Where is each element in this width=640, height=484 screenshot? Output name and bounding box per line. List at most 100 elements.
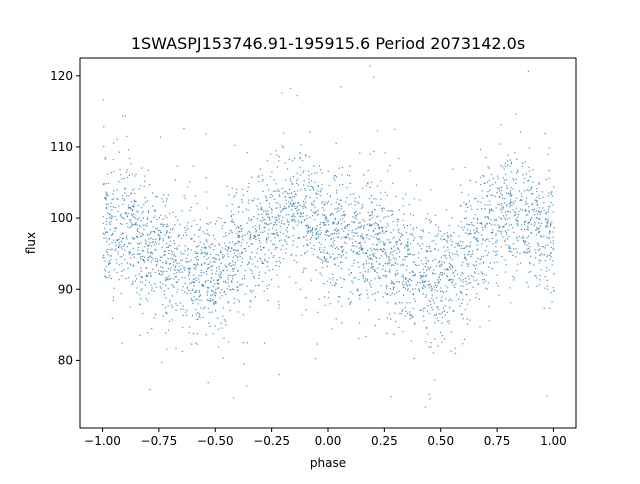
data-point: [281, 187, 283, 190]
data-point: [465, 280, 467, 283]
data-point: [390, 318, 392, 320]
data-point: [311, 228, 314, 230]
data-point: [279, 215, 281, 217]
data-point: [169, 240, 172, 242]
data-point: [102, 256, 104, 259]
data-point: [283, 223, 285, 225]
data-point: [117, 251, 119, 253]
data-point: [534, 257, 537, 259]
data-point: [451, 299, 453, 302]
data-point: [237, 256, 239, 258]
data-point: [548, 254, 551, 257]
data-point: [202, 316, 204, 319]
data-point: [485, 156, 487, 159]
data-point: [144, 196, 146, 199]
data-point: [521, 162, 524, 164]
data-point: [110, 220, 112, 223]
data-point: [253, 235, 255, 237]
data-point: [285, 252, 287, 254]
data-point: [250, 233, 252, 235]
data-point: [165, 200, 167, 202]
data-point: [133, 206, 135, 208]
data-point: [464, 256, 466, 258]
data-point: [479, 263, 481, 265]
data-point: [508, 250, 510, 252]
data-point: [281, 222, 283, 224]
data-point: [269, 219, 271, 221]
data-point: [374, 209, 376, 211]
data-point: [152, 192, 154, 194]
data-point: [236, 255, 238, 257]
data-point: [324, 217, 326, 219]
data-point: [364, 281, 366, 283]
data-point: [272, 256, 274, 258]
data-point: [264, 342, 266, 344]
data-point: [298, 221, 300, 224]
data-point: [312, 234, 314, 236]
data-point: [543, 235, 545, 237]
data-point: [487, 204, 489, 206]
data-point: [468, 278, 470, 280]
data-point: [164, 205, 167, 207]
data-point: [360, 207, 363, 209]
data-point: [387, 263, 389, 265]
data-point: [454, 246, 456, 248]
data-point: [218, 328, 220, 330]
data-point: [359, 227, 361, 229]
data-point: [215, 253, 217, 256]
data-point: [377, 233, 379, 235]
data-point: [496, 274, 498, 276]
data-point: [375, 222, 377, 224]
data-point: [420, 229, 422, 232]
data-point: [386, 293, 388, 296]
data-point: [226, 253, 229, 255]
data-point: [413, 253, 416, 256]
data-point: [503, 179, 506, 181]
data-point: [485, 280, 487, 282]
data-point: [467, 275, 469, 277]
data-point: [402, 219, 404, 221]
data-point: [465, 257, 467, 260]
data-point: [286, 243, 288, 245]
data-point: [467, 233, 469, 235]
data-point: [516, 169, 519, 171]
data-point: [146, 275, 148, 277]
data-point: [482, 197, 484, 199]
data-point: [443, 246, 445, 248]
data-point: [403, 286, 405, 289]
data-point: [128, 174, 130, 176]
data-point: [259, 258, 262, 260]
data-point: [484, 204, 486, 206]
data-point: [222, 256, 224, 258]
data-point: [548, 206, 550, 208]
data-point: [121, 115, 124, 117]
data-point: [220, 217, 222, 220]
data-point: [541, 222, 543, 224]
data-point: [225, 320, 227, 322]
data-point: [548, 147, 551, 149]
data-point: [252, 263, 254, 265]
data-point: [396, 252, 398, 254]
data-point: [147, 217, 149, 219]
data-point: [472, 264, 474, 266]
data-point: [319, 272, 321, 274]
data-point: [527, 251, 529, 253]
data-point: [293, 213, 295, 215]
data-point: [465, 204, 467, 206]
data-point: [319, 251, 322, 253]
data-point: [221, 227, 223, 230]
data-point: [163, 270, 165, 272]
data-point: [263, 247, 265, 249]
data-point: [382, 241, 385, 243]
data-point: [328, 235, 330, 237]
data-point: [350, 203, 352, 205]
data-point: [236, 281, 238, 283]
data-point: [384, 263, 386, 265]
data-point: [437, 306, 439, 308]
data-point: [193, 267, 195, 269]
data-point: [133, 192, 136, 195]
data-point: [522, 235, 524, 237]
data-point: [231, 247, 233, 249]
data-point: [206, 229, 208, 231]
data-point: [527, 180, 529, 182]
